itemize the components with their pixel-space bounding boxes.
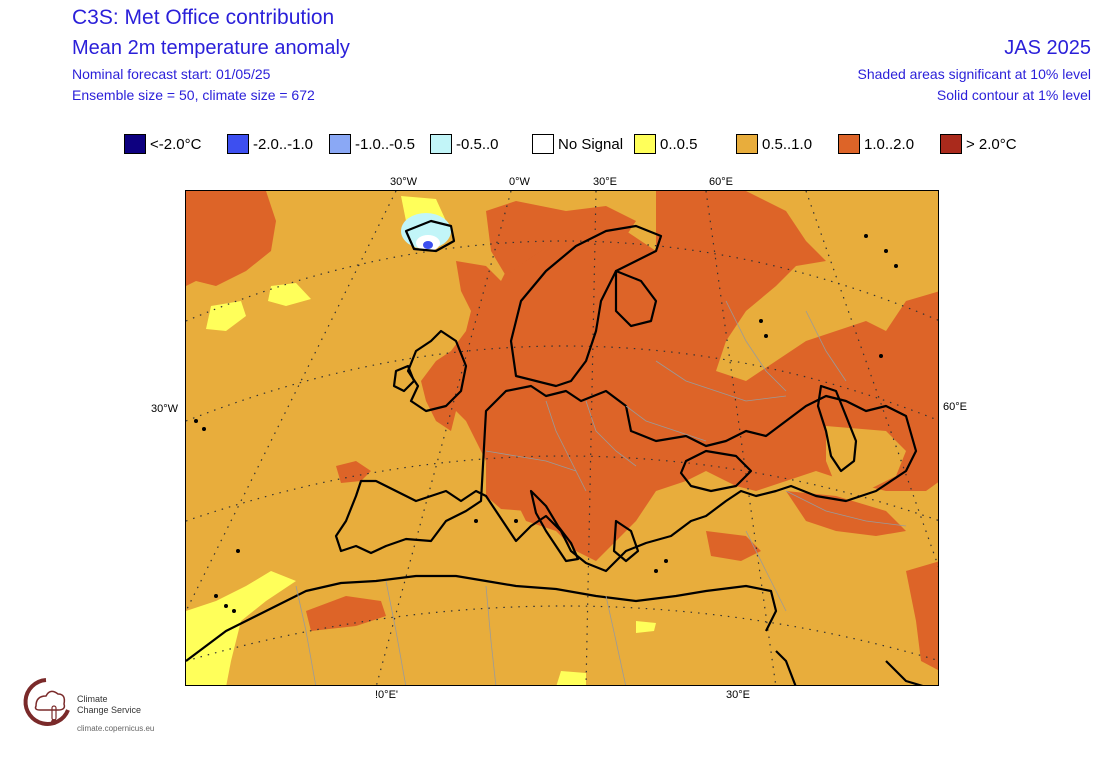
legend-label: > 2.0°C: [966, 135, 1017, 153]
legend-item: -1.0..-0.5: [329, 134, 415, 154]
legend-swatch: [634, 134, 656, 154]
legend-swatch: [329, 134, 351, 154]
borders: [295, 300, 907, 685]
anomaly-region-0.5-1: [826, 426, 906, 491]
legend-swatch: [838, 134, 860, 154]
logo-line2: Change Service: [77, 705, 142, 715]
legend-label: 0.5..1.0: [762, 135, 813, 153]
legend-swatch: [736, 134, 758, 154]
legend-swatch: [227, 134, 249, 154]
season-label: JAS 2025: [1004, 37, 1091, 59]
logo-url: climate.copernicus.eu: [77, 724, 155, 733]
legend-item: -0.5..0: [430, 134, 499, 154]
legend-label: -0.5..0: [456, 135, 499, 153]
legend-label: 0..0.5: [660, 135, 698, 153]
legend-item: 1.0..2.0: [838, 134, 914, 154]
legend-item: -2.0..-1.0: [227, 134, 313, 154]
legend-label: -2.0..-1.0: [253, 135, 314, 153]
coastlines: [186, 219, 924, 685]
grid-label-top: 0°W: [509, 176, 530, 188]
grid-label-top: 30°E: [593, 176, 617, 188]
ensemble-size: Ensemble size = 50, climate size = 672: [72, 87, 315, 103]
subtitle: Mean 2m temperature anomaly: [72, 37, 350, 59]
legend-swatch: [532, 134, 554, 154]
title: C3S: Met Office contribution: [72, 6, 335, 29]
legend-item: 0..0.5: [634, 134, 698, 154]
legend-item: > 2.0°C: [940, 134, 1017, 154]
graticule: [186, 191, 938, 685]
legend-swatch: [940, 134, 962, 154]
islands: [194, 234, 898, 613]
thermometer-cloud-icon: [23, 678, 70, 726]
anomaly-map: [185, 190, 939, 686]
grid-label-right: 60°E: [943, 401, 967, 413]
grid-label-bottom: !0°E': [375, 689, 399, 701]
legend-item: <-2.0°C: [124, 134, 201, 154]
grid-label-bottom: 30°E: [726, 689, 750, 701]
grid-label-top: 60°E: [709, 176, 733, 188]
legend-label: -1.0..-0.5: [355, 135, 416, 153]
grid-label-top: 30°W: [390, 176, 418, 188]
legend-label: No Signal: [558, 135, 624, 153]
logo-line1: Climate: [77, 694, 108, 704]
legend-item: 0.5..1.0: [736, 134, 812, 154]
legend-item: No Signal: [532, 134, 623, 154]
significance-contour: Solid contour at 1% level: [936, 87, 1091, 103]
map-svg: [186, 191, 938, 685]
anomaly-region-1-2: [186, 191, 938, 670]
grid-label-left: 30°W: [151, 403, 179, 415]
legend-label: <-2.0°C: [150, 135, 202, 153]
copernicus-logo: Climate Change Service climate.copernicu…: [22, 676, 182, 736]
significance-shaded: Shaded areas significant at 10% level: [857, 66, 1091, 82]
legend-swatch: [124, 134, 146, 154]
forecast-start: Nominal forecast start: 01/05/25: [72, 66, 271, 82]
legend-swatch: [430, 134, 452, 154]
legend-label: 1.0..2.0: [864, 135, 915, 153]
